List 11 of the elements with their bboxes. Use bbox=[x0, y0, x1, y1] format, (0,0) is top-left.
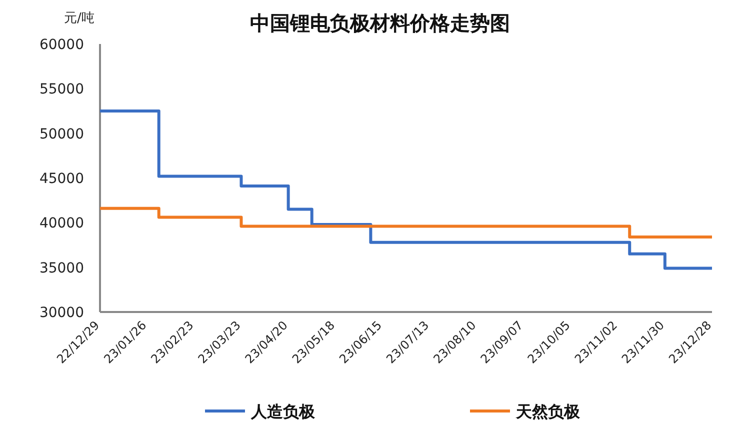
y-axis-title: 元/吨 bbox=[64, 11, 94, 26]
y-tick-label: 60000 bbox=[39, 37, 84, 53]
y-tick-label: 50000 bbox=[39, 126, 84, 142]
legend-label: 人造负极 bbox=[250, 402, 316, 421]
y-tick-label: 30000 bbox=[39, 305, 84, 321]
y-tick-label: 55000 bbox=[39, 82, 84, 98]
y-tick-label: 35000 bbox=[39, 260, 84, 276]
legend-label: 天然负极 bbox=[515, 402, 581, 421]
y-tick-label: 40000 bbox=[39, 216, 84, 232]
chart-title: 中国锂电负极材料价格走势图 bbox=[250, 11, 510, 35]
y-tick-label: 45000 bbox=[39, 171, 84, 187]
